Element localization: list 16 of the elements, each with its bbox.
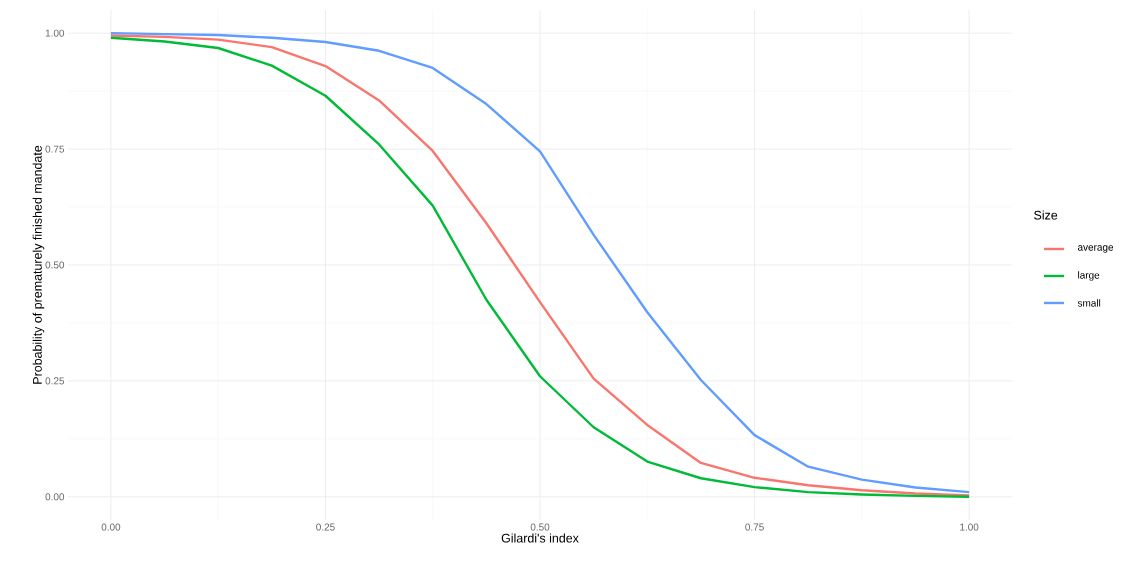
legend-label: large (1078, 271, 1100, 281)
x-tick-label: 0.75 (745, 523, 764, 531)
y-tick-label: 0.50 (45, 261, 65, 269)
x-tick-label: 0.00 (101, 523, 121, 531)
legend-label: small (1077, 299, 1101, 307)
y-tick-label: 0.00 (45, 493, 65, 501)
x-tick-label: 0.50 (530, 523, 550, 531)
x-tick-label: 1.00 (960, 523, 979, 531)
y-axis-title: Probability of prematurely finished mandate (32, 145, 45, 384)
legend-label: average (1077, 245, 1114, 253)
y-tick-label: 1.00 (45, 29, 65, 37)
legend-title: Size (1034, 210, 1058, 220)
x-tick-label: 0.25 (316, 523, 335, 531)
y-tick-label: 0.75 (45, 145, 65, 153)
y-tick-label: 0.25 (45, 377, 65, 385)
x-axis-title: Gilardi's index (501, 533, 579, 543)
